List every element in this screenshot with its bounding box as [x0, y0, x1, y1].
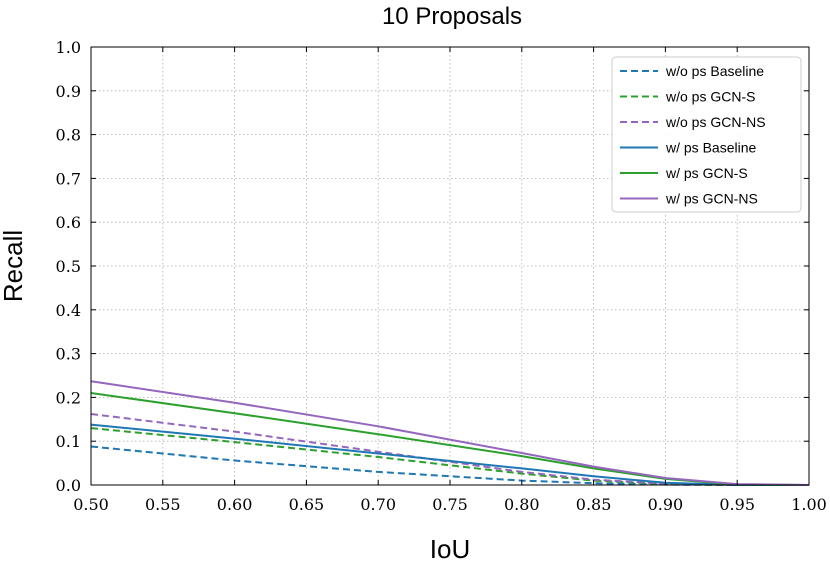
ticks: 0.50 0.55 0.60 0.65 0.70 0.75 0.80 0.85 0.90 0.95…	[56, 38, 827, 514]
x-tick-label: 0.85	[576, 495, 612, 514]
x-tick-label: 0.55	[145, 495, 181, 514]
x-tick-label: 0.50	[73, 495, 109, 514]
legend-label-3: w/ ps Baseline	[665, 140, 756, 156]
series-line-5	[90, 380, 810, 486]
y-tick-label: 0.6	[56, 213, 81, 232]
x-tick-label: 0.65	[289, 495, 325, 514]
y-tick-label: 0.1	[56, 432, 81, 451]
x-tick-label: 0.80	[504, 495, 540, 514]
legend-label-0: w/o ps Baseline	[665, 63, 764, 79]
y-tick-label: 0.2	[56, 388, 81, 407]
y-tick-label: 0.7	[56, 169, 81, 188]
x-tick-label: 0.60	[217, 495, 253, 514]
legend-label-2: w/o ps GCN-NS	[665, 114, 766, 130]
y-tick-label: 0.3	[56, 345, 81, 364]
legend-box	[611, 56, 802, 213]
legend: w/o ps Baseline w/o ps GCN-S w/o ps GCN-NS…	[611, 56, 802, 213]
x-tick-label: 1.00	[791, 495, 827, 514]
x-tick-label: 0.75	[432, 495, 468, 514]
x-axis-label: IoU	[430, 534, 470, 564]
legend-label-5: w/ ps GCN-NS	[665, 191, 758, 207]
series-line-2	[90, 413, 809, 486]
series-line-1	[90, 427, 809, 486]
legend-label-1: w/o ps GCN-S	[665, 89, 755, 105]
chart-title: 10 Proposals	[382, 3, 522, 30]
y-tick-label: 0.9	[56, 82, 81, 101]
series-line-0	[90, 445, 809, 486]
legend-label-4: w/ ps GCN-S	[665, 165, 748, 181]
y-axis-label: Recall	[0, 230, 28, 302]
x-tick-label: 0.95	[719, 495, 755, 514]
y-tick-label: 0.8	[56, 126, 81, 145]
y-tick-label: 0.0	[56, 476, 81, 495]
y-tick-label: 0.4	[56, 301, 81, 320]
x-tick-label: 0.90	[648, 495, 684, 514]
series-lines	[90, 380, 810, 486]
y-tick-label: 1.0	[56, 38, 81, 57]
y-tick-label: 0.5	[56, 257, 81, 276]
x-tick-label: 0.70	[360, 495, 396, 514]
